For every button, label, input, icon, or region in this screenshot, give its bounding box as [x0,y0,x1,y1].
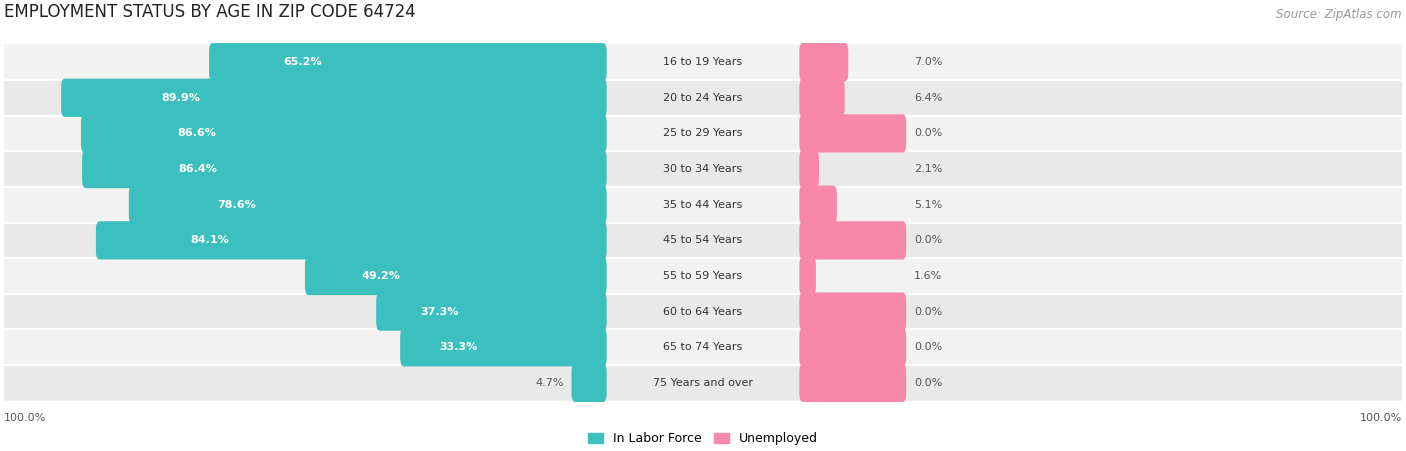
FancyBboxPatch shape [571,364,606,402]
Text: 0.0%: 0.0% [914,235,942,245]
Text: Source: ZipAtlas.com: Source: ZipAtlas.com [1277,8,1402,21]
Text: 35 to 44 Years: 35 to 44 Years [664,200,742,210]
FancyBboxPatch shape [800,221,907,259]
Text: 89.9%: 89.9% [162,93,201,103]
Text: 84.1%: 84.1% [190,235,229,245]
FancyBboxPatch shape [60,78,606,117]
Text: 75 Years and over: 75 Years and over [652,378,754,388]
FancyBboxPatch shape [209,43,606,81]
FancyBboxPatch shape [800,185,837,224]
FancyBboxPatch shape [305,257,606,295]
FancyBboxPatch shape [800,364,907,402]
Text: 86.4%: 86.4% [179,164,218,174]
Text: EMPLOYMENT STATUS BY AGE IN ZIP CODE 64724: EMPLOYMENT STATUS BY AGE IN ZIP CODE 647… [4,3,416,21]
FancyBboxPatch shape [4,187,1402,222]
FancyBboxPatch shape [4,222,1402,258]
FancyBboxPatch shape [800,114,907,152]
FancyBboxPatch shape [4,329,1402,365]
Text: 0.0%: 0.0% [914,342,942,352]
FancyBboxPatch shape [800,150,818,188]
FancyBboxPatch shape [401,328,606,366]
Text: 45 to 54 Years: 45 to 54 Years [664,235,742,245]
FancyBboxPatch shape [4,80,1402,115]
Text: 86.6%: 86.6% [177,129,217,138]
FancyBboxPatch shape [800,257,815,295]
FancyBboxPatch shape [377,293,606,331]
Text: 0.0%: 0.0% [914,129,942,138]
Text: 100.0%: 100.0% [1360,413,1402,423]
Text: 33.3%: 33.3% [440,342,478,352]
FancyBboxPatch shape [800,43,848,81]
Text: 30 to 34 Years: 30 to 34 Years [664,164,742,174]
Text: 5.1%: 5.1% [914,200,942,210]
Text: 49.2%: 49.2% [361,271,401,281]
Text: 37.3%: 37.3% [420,307,458,317]
FancyBboxPatch shape [4,258,1402,294]
Text: 4.7%: 4.7% [536,378,564,388]
Text: 1.6%: 1.6% [914,271,942,281]
FancyBboxPatch shape [800,328,907,366]
Legend: In Labor Force, Unemployed: In Labor Force, Unemployed [583,428,823,451]
FancyBboxPatch shape [800,293,907,331]
FancyBboxPatch shape [4,151,1402,187]
Text: 78.6%: 78.6% [217,200,256,210]
Text: 25 to 29 Years: 25 to 29 Years [664,129,742,138]
FancyBboxPatch shape [82,114,606,152]
FancyBboxPatch shape [4,294,1402,329]
Text: 55 to 59 Years: 55 to 59 Years [664,271,742,281]
Text: 65 to 74 Years: 65 to 74 Years [664,342,742,352]
Text: 65.2%: 65.2% [283,57,322,67]
Text: 60 to 64 Years: 60 to 64 Years [664,307,742,317]
FancyBboxPatch shape [800,78,845,117]
FancyBboxPatch shape [82,150,606,188]
FancyBboxPatch shape [4,115,1402,151]
FancyBboxPatch shape [129,185,606,224]
FancyBboxPatch shape [96,221,606,259]
Text: 100.0%: 100.0% [4,413,46,423]
Text: 16 to 19 Years: 16 to 19 Years [664,57,742,67]
FancyBboxPatch shape [4,365,1402,401]
Text: 0.0%: 0.0% [914,378,942,388]
Text: 6.4%: 6.4% [914,93,942,103]
FancyBboxPatch shape [4,44,1402,80]
Text: 7.0%: 7.0% [914,57,942,67]
Text: 0.0%: 0.0% [914,307,942,317]
Text: 20 to 24 Years: 20 to 24 Years [664,93,742,103]
Text: 2.1%: 2.1% [914,164,942,174]
